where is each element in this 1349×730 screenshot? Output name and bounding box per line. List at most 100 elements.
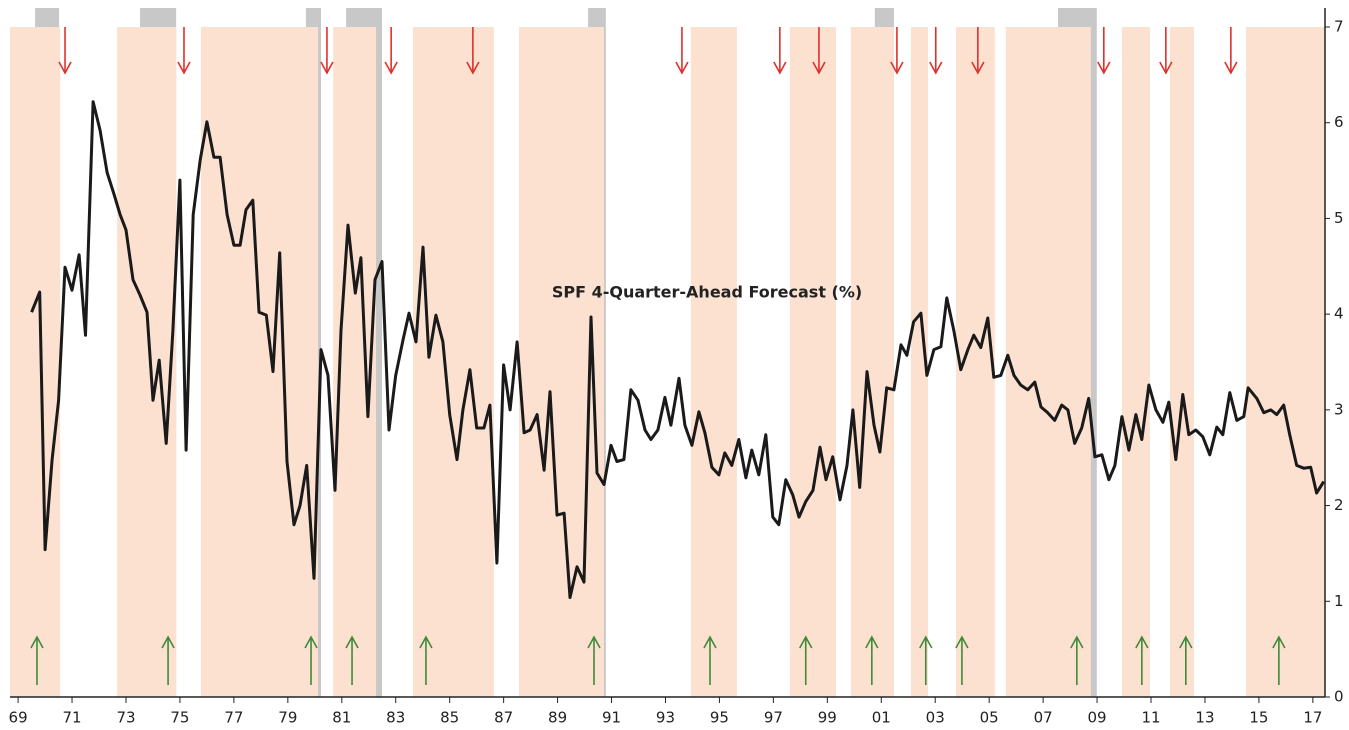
shaded-band	[1245, 27, 1325, 697]
x-tick-label: 05	[980, 709, 999, 727]
up-arrow	[1070, 635, 1084, 685]
down-arrow	[466, 27, 480, 75]
down-arrow	[1159, 27, 1173, 75]
up-arrow	[161, 635, 175, 685]
y-tick-label: 3	[1334, 400, 1344, 418]
arrow-head	[799, 635, 813, 649]
arrow-head	[466, 61, 480, 75]
arrow-head	[812, 61, 826, 75]
arrow-head	[955, 635, 969, 649]
forecast-line	[30, 100, 1325, 599]
x-tick-label: 77	[224, 709, 243, 727]
x-tick-label: 89	[548, 709, 567, 727]
y-tick-label: 5	[1334, 209, 1344, 227]
down-arrow	[812, 27, 826, 75]
shaded-band	[955, 27, 995, 697]
arrow-head	[929, 61, 943, 75]
arrow-head	[919, 635, 933, 649]
arrow-head	[865, 635, 879, 649]
up-arrow	[1272, 635, 1286, 685]
shaded-band	[1005, 27, 1091, 697]
arrow-head	[890, 61, 904, 75]
shaded-band	[789, 27, 836, 697]
arrow-head	[30, 635, 44, 649]
shaded-band	[910, 27, 928, 697]
up-arrow	[703, 635, 717, 685]
arrow-head	[971, 61, 985, 75]
y-tick-label: 7	[1334, 18, 1344, 36]
up-arrow	[419, 635, 433, 685]
down-arrow	[1224, 27, 1238, 75]
down-arrow	[890, 27, 904, 75]
up-arrow	[1135, 635, 1149, 685]
up-arrow	[865, 635, 879, 685]
y-tick-label: 2	[1334, 496, 1344, 514]
shaded-band	[850, 27, 894, 697]
arrow-head	[773, 61, 787, 75]
up-arrow	[919, 635, 933, 685]
x-tick-label: 83	[386, 709, 405, 727]
background-layer	[10, 8, 1325, 697]
series-annotation: SPF 4-Quarter-Ahead Forecast (%)	[552, 283, 862, 302]
arrow-head	[1097, 61, 1111, 75]
shaded-band	[117, 27, 177, 697]
x-tick-label: 79	[278, 709, 297, 727]
arrow-head	[1159, 61, 1173, 75]
y-tick-label: 4	[1334, 305, 1344, 323]
arrow-head	[1224, 61, 1238, 75]
x-tick-label: 85	[440, 709, 459, 727]
arrow-head	[58, 61, 72, 75]
shaded-band	[690, 27, 737, 697]
shaded-band	[1121, 27, 1150, 697]
arrow-head	[177, 61, 191, 75]
x-tick-label: 71	[62, 709, 81, 727]
x-tick-label: 93	[656, 709, 675, 727]
x-tick-label: 75	[170, 709, 189, 727]
shaded-band	[10, 27, 61, 697]
down-arrow	[177, 27, 191, 75]
down-arrow	[1097, 27, 1111, 75]
down-arrow	[971, 27, 985, 75]
down-arrow	[320, 27, 334, 75]
arrow-head	[161, 635, 175, 649]
x-tick-label: 03	[926, 709, 945, 727]
up-arrow	[799, 635, 813, 685]
y-tick-label: 0	[1334, 688, 1344, 706]
x-tick-label: 97	[764, 709, 783, 727]
x-tick-label: 15	[1249, 709, 1268, 727]
down-arrow	[384, 27, 398, 75]
arrow-head	[419, 635, 433, 649]
y-tick-label: 1	[1334, 592, 1344, 610]
arrow-head	[1070, 635, 1084, 649]
x-tick-label: 69	[9, 709, 28, 727]
down-arrow	[773, 27, 787, 75]
up-arrow	[30, 635, 44, 685]
down-arrow	[929, 27, 943, 75]
down-arrow	[675, 27, 689, 75]
y-tick-label: 6	[1334, 113, 1344, 131]
x-tick-label: 73	[116, 709, 135, 727]
shaded-band	[1169, 27, 1194, 697]
shaded-band	[200, 27, 319, 697]
x-tick-label: 11	[1141, 709, 1160, 727]
arrow-head	[703, 635, 717, 649]
arrow-head	[587, 635, 601, 649]
up-arrow	[587, 635, 601, 685]
x-tick-label: 81	[332, 709, 351, 727]
arrow-head	[1135, 635, 1149, 649]
arrow-head	[675, 61, 689, 75]
x-tick-label: 17	[1303, 709, 1322, 727]
x-tick-label: 07	[1034, 709, 1053, 727]
x-tick-label: 09	[1088, 709, 1107, 727]
arrow-head	[320, 61, 334, 75]
x-tick-label: 87	[494, 709, 513, 727]
arrow-head	[304, 635, 318, 649]
x-tick-label: 91	[602, 709, 621, 727]
x-tick-label: 13	[1195, 709, 1214, 727]
x-tick-label: 99	[818, 709, 837, 727]
x-tick-label: 01	[872, 709, 891, 727]
up-arrow	[955, 635, 969, 685]
arrow-head	[1272, 635, 1286, 649]
down-arrow	[58, 27, 72, 75]
arrow-head	[384, 61, 398, 75]
